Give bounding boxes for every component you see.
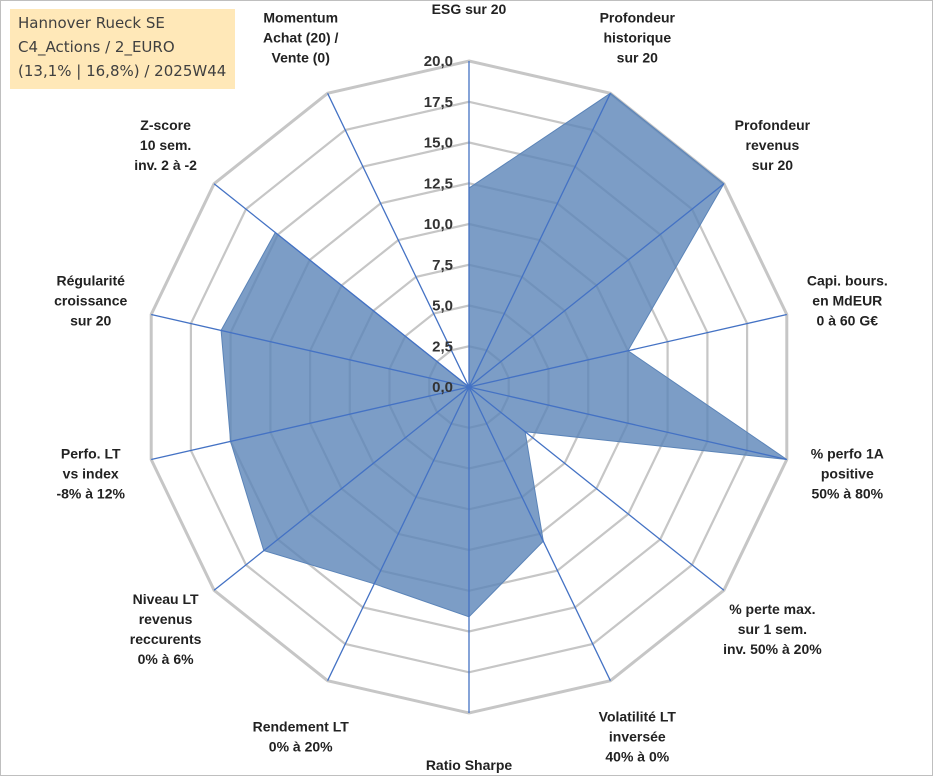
spoke-layer (151, 61, 787, 713)
axis-spoke (151, 386, 470, 461)
tick-label: 17,5 (424, 94, 453, 111)
axis-spoke (468, 386, 787, 461)
tick-label: 10,0 (424, 216, 453, 233)
axis-label: Profondeur historique sur 20 (600, 9, 676, 65)
axis-label: Perfo. LT vs index -8% à 12% (56, 445, 125, 501)
axis-spoke (468, 386, 611, 681)
data-area (220, 92, 788, 618)
tick-label: 20,0 (424, 53, 453, 70)
axis-spoke (151, 313, 470, 388)
axis-spoke (468, 386, 725, 591)
axis-label: Capi. bours. en MdEUR 0 à 60 G€ (807, 273, 888, 329)
axis-label: Volatilité LT inversée 40% à 0% (599, 709, 677, 765)
axis-spoke (213, 386, 470, 591)
axis-label: Rendement LT 0% à 20% (253, 719, 350, 755)
axis-spoke (468, 183, 725, 388)
chart-title-box: Hannover Rueck SE C4_Actions / 2_EURO (1… (10, 9, 235, 89)
tick-label: 7,5 (432, 257, 453, 274)
axis-spoke (327, 386, 470, 681)
axis-spoke (213, 183, 470, 388)
axis-label: Ratio Sharpe0 à 1 (426, 757, 513, 775)
axis-label: Profondeur revenus sur 20 (735, 117, 811, 173)
tick-label: 15,0 (424, 135, 453, 152)
data-area-layer (220, 92, 788, 618)
title-line-2: C4_Actions / 2_EURO (18, 38, 175, 56)
axis-label: Z-score 10 sem. inv. 2 à -2 (134, 117, 197, 173)
title-line-1: Hannover Rueck SE (18, 14, 165, 32)
axis-label: Régularité croissance sur 20 (54, 273, 127, 329)
tick-label: 2,5 (432, 338, 453, 355)
tick-label: 5,0 (432, 298, 453, 315)
axis-spoke (468, 313, 787, 388)
tick-label: 12,5 (424, 175, 453, 192)
axis-label: Momentum Achat (20) / Vente (0) (263, 9, 339, 65)
title-line-3: (13,1% | 16,8%) / 2025W44 (18, 62, 227, 80)
axis-label: Niveau LT revenus reccurents 0% à 6% (130, 591, 202, 667)
axis-label: % perfo 1A positive 50% à 80% (811, 445, 884, 501)
tick-label-layer: 0,0 2,5 5,0 7,5 10,0 12,5 15,0 17,5 20,0 (424, 53, 453, 396)
axis-label: % perte max. sur 1 sem. inv. 50% à 20% (723, 601, 822, 657)
axis-label: NoteESG sur 20 (432, 1, 507, 17)
tick-label: 0,0 (432, 379, 453, 396)
axis-spoke (468, 93, 611, 388)
axis-spoke (327, 93, 470, 388)
